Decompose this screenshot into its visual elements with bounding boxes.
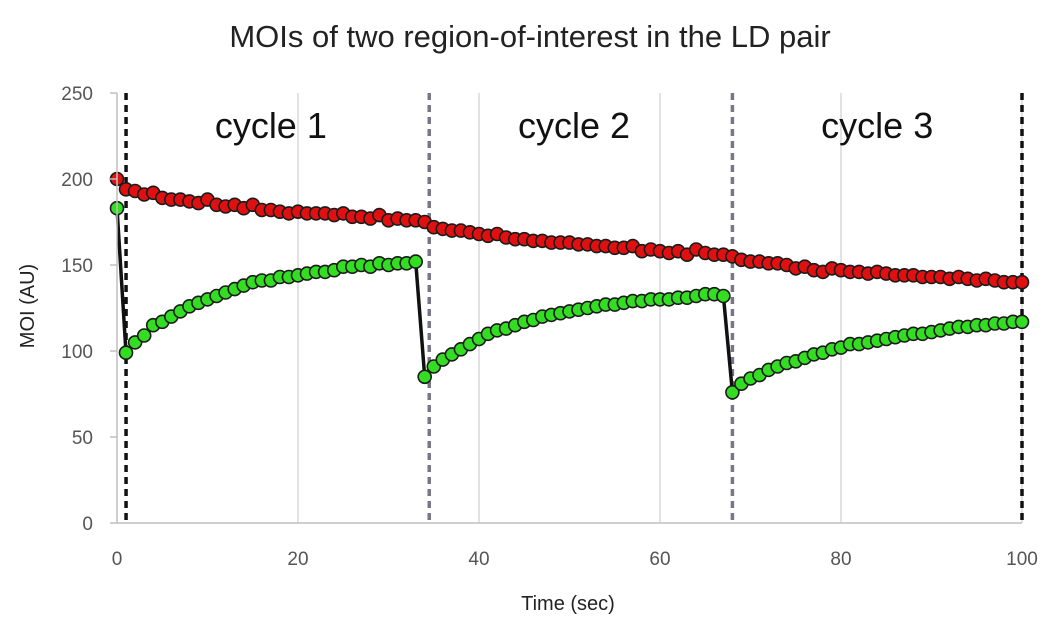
y-tick-label-5: 250: [61, 84, 93, 105]
y-tick-label-4: 200: [61, 170, 93, 191]
x-tick-label-1: 20: [287, 549, 308, 570]
series-1-point: [1014, 274, 1030, 290]
cycle-label-2: cycle 2: [518, 105, 630, 146]
cycle-label-1: cycle 1: [215, 105, 327, 146]
y-tick-label-3: 150: [61, 256, 93, 277]
cycle-labels: cycle 1 cycle 2 cycle 3: [215, 105, 933, 146]
cycle-label-3: cycle 3: [821, 105, 933, 146]
data-points: [109, 171, 1030, 400]
series-2-point: [1014, 314, 1030, 330]
x-tick-label-4: 80: [830, 549, 851, 570]
x-axis-label: Time (sec): [521, 593, 615, 615]
y-tick-label-0: 0: [82, 514, 93, 535]
y-axis-label: MOI (AU): [17, 264, 39, 348]
x-tick-label-2: 40: [468, 549, 489, 570]
series-2-point: [118, 345, 134, 361]
series-2-point: [408, 254, 424, 269]
series-2-point: [417, 369, 433, 385]
x-tick-label-5: 100: [1006, 549, 1038, 570]
y-tick-label-1: 50: [72, 428, 93, 449]
x-tick-label-0: 0: [112, 549, 123, 570]
series-2-point: [725, 384, 740, 400]
chart-title: MOIs of two region-of-interest in the LD…: [229, 19, 830, 54]
x-tick-label-3: 60: [649, 549, 670, 570]
gridlines: [297, 93, 1023, 523]
axes: 0 50 100 150 200 250 0 20 40 60 80 100: [61, 84, 1038, 570]
series-2-point: [136, 328, 152, 343]
series-2-point: [716, 288, 731, 304]
y-tick-label-2: 100: [61, 342, 93, 363]
